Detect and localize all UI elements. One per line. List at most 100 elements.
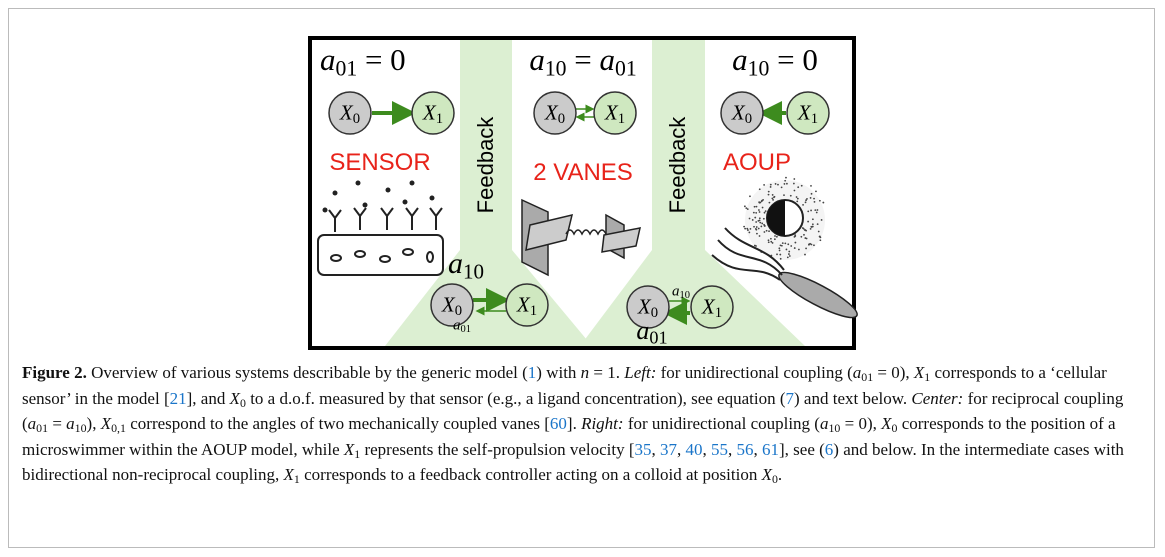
node (533, 91, 577, 135)
text-run: , (651, 439, 661, 459)
reference-link[interactable]: 60 (549, 414, 567, 434)
text-run: 10 (544, 56, 567, 81)
noise-dot (767, 190, 770, 193)
coupling-label: a10 (448, 247, 484, 282)
node (626, 285, 670, 329)
text-run: a (672, 283, 680, 300)
text-run: 0 (352, 111, 361, 128)
noise-dot (805, 229, 808, 232)
reference-link[interactable]: 37 (660, 439, 678, 459)
noise-dot (773, 238, 776, 241)
noise-dot (771, 194, 774, 196)
text-run: n (580, 363, 590, 382)
reference-link[interactable]: 61 (762, 439, 780, 459)
noise-dot (745, 207, 748, 209)
noise-dot (768, 201, 771, 204)
text-run: for reciprocal coupling ( (22, 388, 1124, 434)
noise-dot (809, 197, 812, 199)
text-run: ]. (566, 414, 582, 434)
noise-dot (784, 179, 787, 182)
reference-link[interactable]: 35 (634, 439, 652, 459)
reference-link[interactable]: 7 (785, 388, 795, 408)
text-run: 0 (744, 111, 753, 128)
text-run: corresponds to a ‘cellular sensor’ in th… (22, 363, 1107, 408)
noise-dot (755, 228, 758, 231)
noise-dot (816, 223, 819, 226)
reference-link[interactable]: 21 (169, 388, 187, 408)
noise-dot (796, 197, 799, 200)
coupling-label: a01 (636, 316, 667, 347)
text-run: ) and below. In the intermediate cases w… (22, 439, 1124, 485)
noise-dot (748, 217, 751, 220)
noise-dot (795, 196, 798, 198)
text-run: X (913, 363, 925, 382)
noise-dot (787, 243, 790, 246)
text-run: a (819, 414, 829, 434)
panel-equation: a10 = a01 (529, 42, 636, 79)
noise-dot (817, 230, 820, 233)
noise-dot (776, 253, 778, 256)
noise-dot (805, 247, 807, 250)
node-label: X1 (702, 296, 722, 321)
reference-link[interactable]: 56 (736, 439, 754, 459)
text-run: 1 (924, 369, 931, 384)
text-run: a (453, 317, 461, 334)
noise-dot (771, 197, 774, 200)
coupling-label: a01 (453, 317, 472, 336)
text-run: for unidirectional coupling ( (656, 363, 853, 382)
text-run: 10 (747, 56, 770, 81)
text-run: Overview of various systems describable … (86, 363, 528, 382)
noise-dot (748, 231, 751, 234)
coupling-label: a10 (672, 283, 690, 301)
node-label: X1 (797, 100, 818, 127)
noise-dot (804, 201, 807, 204)
noise-dot (816, 209, 819, 211)
noise-dot (774, 235, 776, 237)
noise-dot (793, 189, 796, 192)
noise-dot (744, 227, 747, 230)
noise-dot (819, 239, 822, 242)
node (690, 285, 734, 329)
text-run: 01 (861, 369, 874, 384)
noise-dot (811, 223, 814, 226)
reference-link[interactable]: 40 (685, 439, 703, 459)
text-run: X (797, 100, 811, 125)
node (720, 91, 764, 135)
node-label: X0 (638, 296, 658, 321)
text-run: 01 (36, 421, 49, 436)
noise-dot (773, 195, 776, 198)
noise-dot (790, 245, 793, 247)
noise-dot (769, 237, 772, 240)
noise-dot (757, 219, 760, 222)
noise-dot (803, 233, 805, 236)
noise-dot (788, 253, 790, 255)
noise-dot (753, 225, 755, 228)
reference-link[interactable]: 6 (824, 439, 834, 459)
noise-dot (784, 242, 787, 245)
noise-dot (786, 182, 788, 185)
node-label: X0 (442, 294, 462, 319)
noise-dot (807, 210, 810, 213)
node-label: X0 (545, 102, 565, 127)
text-run: = 0), (840, 414, 882, 434)
text-run: corresponds to a feedback controller act… (299, 465, 762, 485)
noise-dot (802, 227, 805, 230)
noise-dot (820, 219, 823, 221)
text-run: 01 (460, 324, 472, 336)
reference-link[interactable]: 1 (527, 363, 537, 382)
text-run: a (448, 247, 463, 280)
noise-dot (786, 256, 789, 259)
node (505, 283, 549, 327)
noise-dot (803, 229, 806, 231)
node (430, 283, 474, 327)
reference-link[interactable]: 55 (711, 439, 729, 459)
text-run: a (599, 42, 615, 77)
noise-dot (804, 253, 806, 256)
figure-border (308, 36, 856, 350)
noise-dot (743, 225, 746, 228)
noise-dot (764, 210, 767, 213)
noise-dot (771, 242, 774, 244)
text-run: , (753, 439, 763, 459)
noise-dot (762, 198, 764, 201)
text-run: a (636, 316, 650, 345)
